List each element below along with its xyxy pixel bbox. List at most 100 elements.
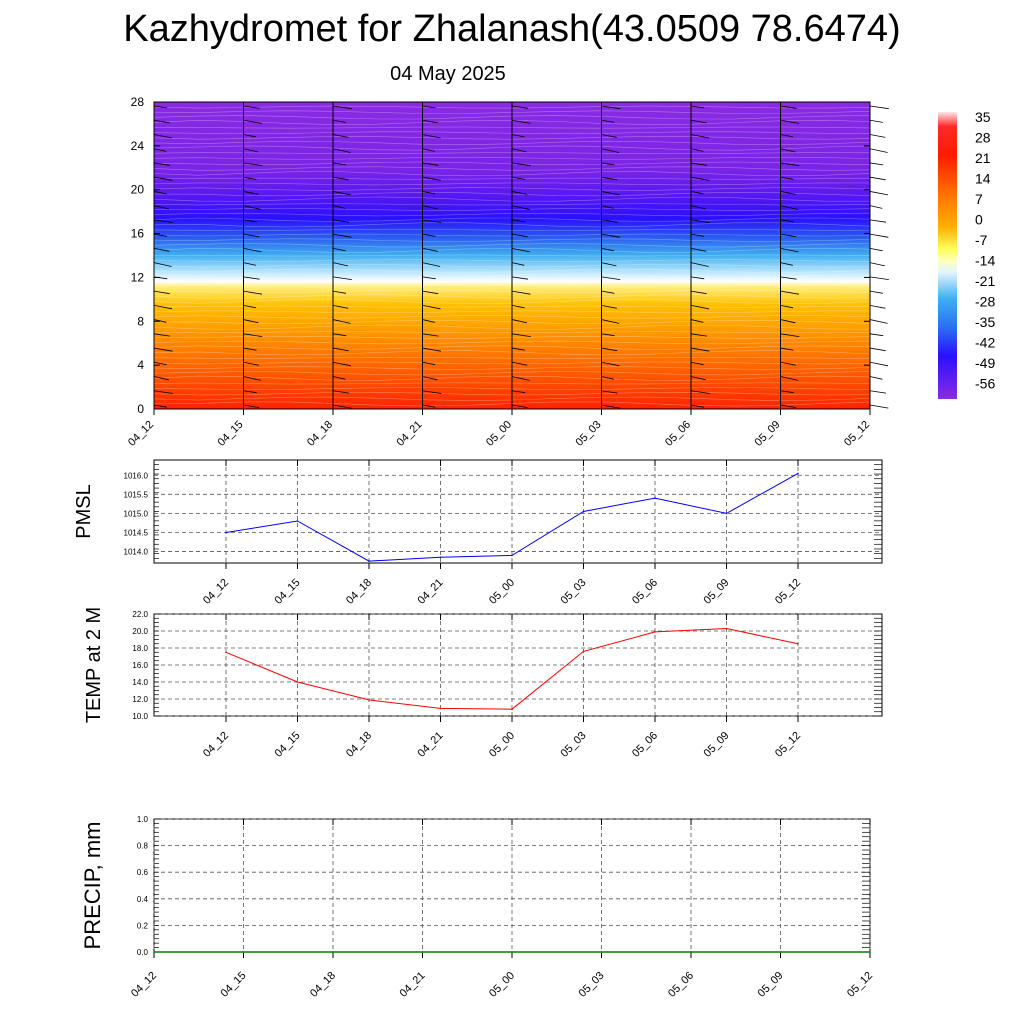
- wind-barb-flag: [690, 276, 705, 280]
- wind-barb-flag: [153, 290, 170, 295]
- wind-barb-flag: [243, 247, 262, 253]
- figure-subtitle: 04 May 2025: [390, 63, 506, 85]
- wind-barb-flag: [601, 376, 614, 380]
- y-tick-label: 12.0: [132, 695, 148, 704]
- wind-barb-flag: [153, 233, 167, 237]
- wind-barb-flag: [243, 205, 262, 210]
- wind-barb-flag: [243, 304, 257, 309]
- wind-barb-flag: [780, 176, 794, 180]
- wind-barb-flag: [422, 233, 436, 237]
- wind-barb-flag: [690, 205, 706, 210]
- series-point: [439, 556, 442, 559]
- series-point: [869, 951, 871, 953]
- wind-barb-flag: [153, 119, 170, 124]
- x-tick-label: 04_15: [273, 730, 303, 760]
- wind-barb-flag: [869, 176, 886, 181]
- wind-barb-flag: [601, 361, 620, 367]
- wind-barb-flag: [869, 105, 889, 110]
- x-tick-label: 04_18: [344, 577, 374, 607]
- wind-barb-flag: [601, 262, 617, 267]
- wind-barb-flag: [243, 404, 260, 408]
- wind-barb-flag: [422, 333, 439, 337]
- colorbar-label: -35: [975, 314, 995, 330]
- series-point: [797, 472, 799, 475]
- wind-barb-flag: [869, 134, 886, 138]
- y-tick-label: 10.0: [132, 712, 148, 721]
- wind-barb-flag: [869, 191, 889, 196]
- wind-barb-flag: [511, 105, 529, 109]
- series-point: [368, 699, 370, 701]
- x-tick-label: 05_09: [702, 730, 732, 760]
- wind-barb-flag: [332, 262, 348, 267]
- wind-barb-flag: [780, 376, 799, 381]
- wind-barb-flag: [332, 404, 352, 409]
- time-tick-label: 04_21: [395, 419, 425, 449]
- y-tick-label: 0.6: [137, 868, 149, 877]
- wind-barb-flag: [601, 205, 614, 209]
- colorbar-label: -56: [975, 376, 995, 392]
- wind-barb-flag: [511, 191, 528, 195]
- wind-barb-flag: [153, 148, 167, 152]
- wind-barb-flag: [422, 304, 441, 310]
- wind-barb-flag: [601, 162, 615, 166]
- wind-barb-flag: [153, 105, 168, 109]
- wind-barb-flag: [422, 134, 441, 139]
- wind-barb-flag: [422, 262, 441, 267]
- time-tick-label: 05_03: [574, 419, 604, 449]
- series-point: [582, 510, 585, 513]
- y-tick-label: 22.0: [132, 610, 148, 619]
- x-tick-label: 05_06: [630, 577, 660, 607]
- height-tick-label: 4: [137, 358, 144, 372]
- wind-barb-flag: [780, 162, 800, 167]
- wind-barb-flag: [511, 233, 528, 238]
- wind-barb-flag: [869, 361, 889, 367]
- wind-barb-flag: [780, 319, 796, 324]
- wind-barb-flag: [601, 176, 618, 181]
- colorbar-label: -49: [975, 355, 995, 371]
- wind-barb-flag: [243, 219, 257, 223]
- wind-barb-flag: [422, 119, 439, 124]
- x-tick-label: 05_09: [756, 970, 786, 1000]
- y-axis-label: TEMP at 2 M: [83, 607, 105, 723]
- y-tick-label: 14.0: [132, 678, 148, 687]
- wind-barb-flag: [153, 376, 169, 381]
- wind-barb-flag: [422, 361, 436, 366]
- colorbar-labels: 35 28 21 14 7 0 -7 -14 -21 -28 -35 -42 -49 -56: [975, 109, 995, 392]
- x-tick-label: 05_12: [845, 970, 875, 1000]
- wind-barb-flag: [780, 119, 799, 124]
- wind-barb-flag: [780, 347, 794, 351]
- wind-barb-flag: [422, 319, 435, 323]
- wind-barb-flag: [332, 134, 349, 138]
- wind-barb-flag: [690, 119, 707, 124]
- wind-barb-flag: [869, 333, 884, 337]
- wind-barb-flag: [153, 191, 167, 195]
- wind-barb-flag: [511, 247, 531, 253]
- wind-barb-flag: [690, 262, 709, 267]
- wind-barb-flag: [601, 390, 618, 394]
- wind-barb-flag: [511, 347, 525, 351]
- wind-barb-flag: [153, 205, 169, 210]
- wind-barb-flag: [869, 376, 883, 380]
- temp2m-panel: 10.0 12.0 14.0 16.0 18.0 20.0 22.0 04_12 04_15 04…: [83, 607, 883, 760]
- wind-barb-flag: [243, 262, 256, 266]
- wind-barb-flag: [601, 219, 618, 223]
- wind-barb-flag: [422, 176, 441, 181]
- x-tick-label: 04_12: [201, 577, 231, 607]
- wind-barb-flag: [601, 247, 615, 252]
- y-tick-label: 18.0: [132, 644, 148, 653]
- wind-barb-flag: [332, 205, 346, 209]
- height-tick-label: 16: [131, 227, 145, 241]
- wind-barb-flag: [780, 205, 799, 210]
- wind-barb-flag: [153, 361, 167, 366]
- wind-barb-flag: [690, 390, 710, 394]
- wind-barb-flag: [332, 191, 352, 196]
- wind-barb-flag: [332, 119, 346, 123]
- wind-barb-flag: [332, 162, 347, 166]
- x-tick-label: 05_03: [559, 730, 589, 760]
- series-point: [654, 497, 656, 499]
- wind-barb-flag: [690, 148, 704, 152]
- x-tick-label: 04_21: [416, 577, 446, 607]
- wind-barb-flag: [869, 290, 883, 294]
- wind-barb-flag: [243, 162, 263, 167]
- wind-barb-flag: [780, 134, 794, 138]
